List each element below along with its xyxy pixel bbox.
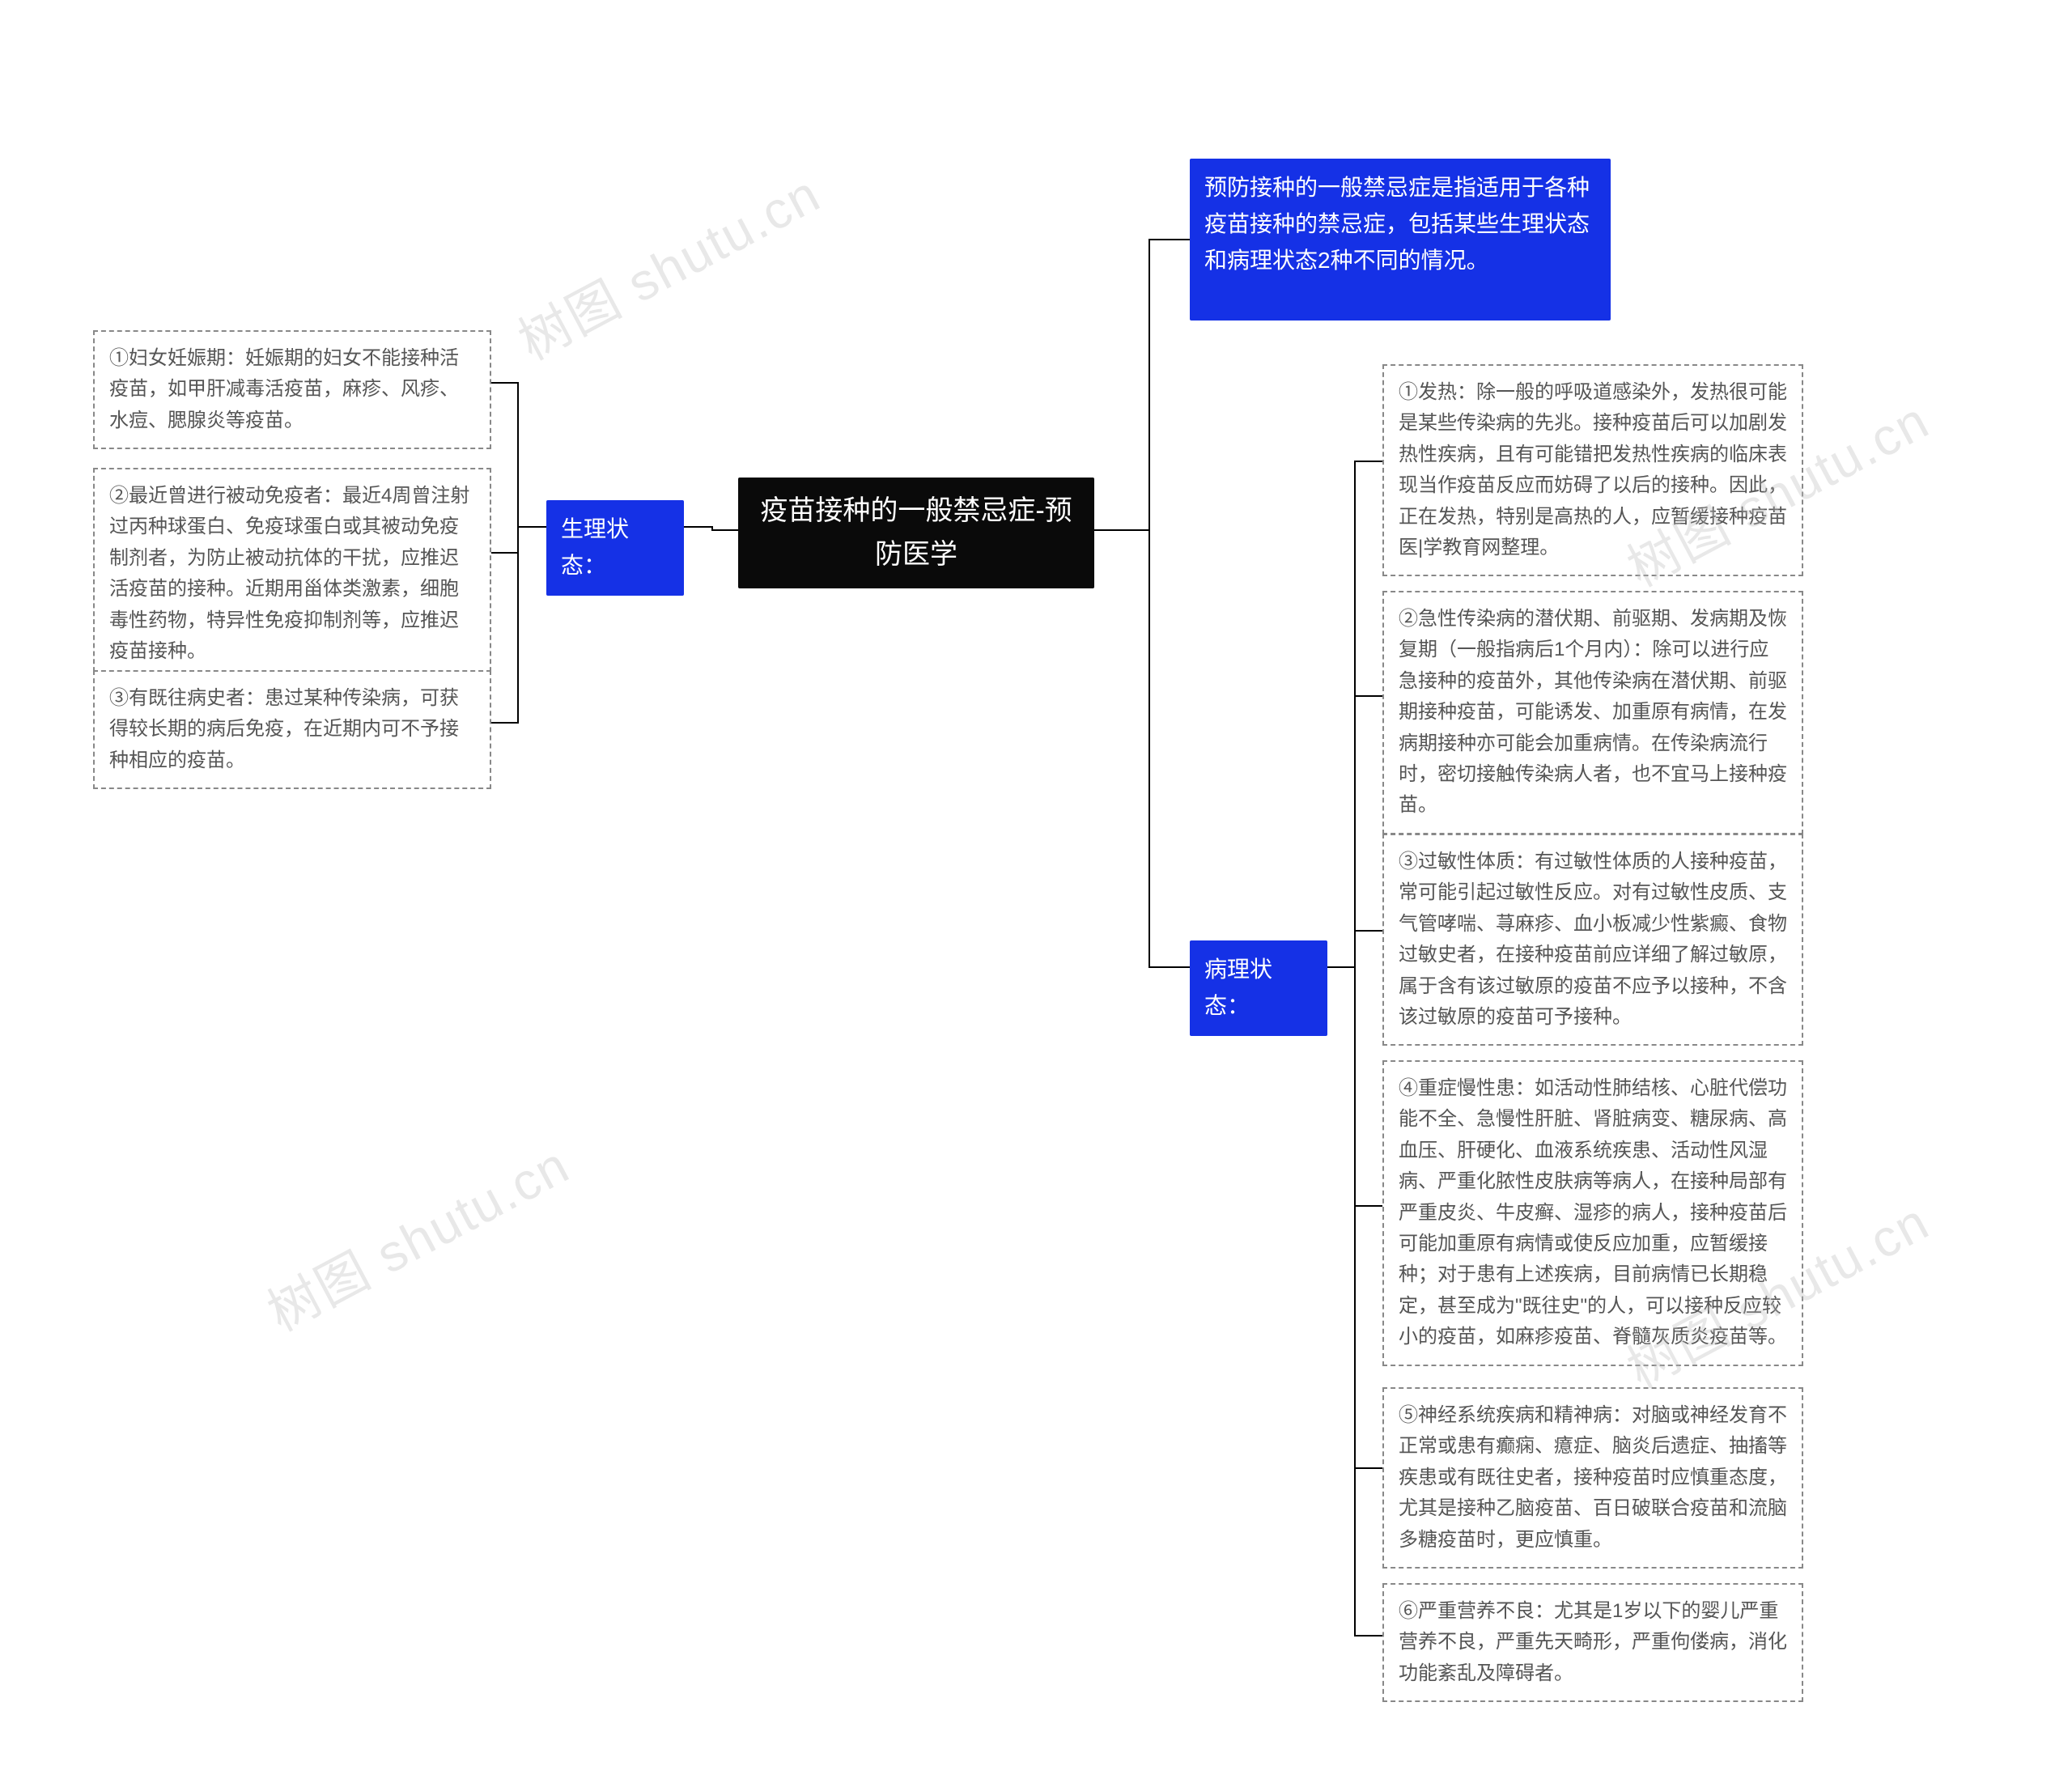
center-node-text: 疫苗接种的一般禁忌症-预防医学 — [753, 489, 1080, 577]
right-leaf-3[interactable]: ③过敏性体质：有过敏性体质的人接种疫苗，常可能引起过敏性反应。对有过敏性皮质、支… — [1382, 834, 1803, 1046]
right-leaf-4-text: ④重症慢性患：如活动性肺结核、心脏代偿功能不全、急慢性肝脏、肾脏病变、糖尿病、高… — [1399, 1077, 1787, 1348]
left-leaf-1[interactable]: ①妇女妊娠期：妊娠期的妇女不能接种活疫苗，如甲肝减毒活疫苗，麻疹、风疹、水痘、腮… — [93, 330, 491, 449]
right-leaf-6-text: ⑥严重营养不良：尤其是1岁以下的婴儿严重营养不良，严重先天畸形，严重佝偻病，消化… — [1399, 1600, 1787, 1684]
connector-4 — [491, 527, 546, 723]
intro-node-text: 预防接种的一般禁忌症是指适用于各种疫苗接种的禁忌症，包括某些生理状态和病理状态2… — [1204, 175, 1590, 273]
right-leaf-3-text: ③过敏性体质：有过敏性体质的人接种疫苗，常可能引起过敏性反应。对有过敏性皮质、支… — [1399, 851, 1787, 1028]
left-leaf-3[interactable]: ③有既往病史者：患过某种传染病，可获得较长期的病后免疫，在近期内可不予接种相应的… — [93, 670, 491, 789]
right-leaf-5-text: ⑤神经系统疾病和精神病：对脑或神经发育不正常或患有癫痫、癔症、脑炎后遗症、抽搐等… — [1399, 1404, 1787, 1551]
connector-12 — [1327, 967, 1382, 1636]
connector-2 — [491, 383, 546, 527]
left-leaf-3-text: ③有既往病史者：患过某种传染病，可获得较长期的病后免疫，在近期内可不予接种相应的… — [109, 687, 459, 771]
left-leaf-2[interactable]: ②最近曾进行被动免疫者：最近4周曾注射过丙种球蛋白、免疫球蛋白或其被动免疫制剂者… — [93, 468, 491, 680]
watermark-3: 树图 shutu.cn — [253, 1124, 580, 1346]
connector-3 — [491, 527, 546, 553]
right-leaf-2[interactable]: ②急性传染病的潜伏期、前驱期、发病期及恢复期（一般指病后1个月内）：除可以进行应… — [1382, 591, 1803, 834]
left-branch-label: 生理状态： — [561, 512, 669, 584]
watermark-1: 树图 shutu.cn — [503, 153, 831, 375]
right-leaf-2-text: ②急性传染病的潜伏期、前驱期、发病期及恢复期（一般指病后1个月内）：除可以进行应… — [1399, 608, 1787, 816]
connector-8 — [1327, 696, 1382, 967]
left-leaf-1-text: ①妇女妊娠期：妊娠期的妇女不能接种活疫苗，如甲肝减毒活疫苗，麻疹、风疹、水痘、腮… — [109, 347, 459, 431]
intro-node[interactable]: 预防接种的一般禁忌症是指适用于各种疫苗接种的禁忌症，包括某些生理状态和病理状态2… — [1190, 159, 1611, 321]
connector-10 — [1327, 967, 1382, 1206]
left-leaf-2-text: ②最近曾进行被动免疫者：最近4周曾注射过丙种球蛋白、免疫球蛋白或其被动免疫制剂者… — [109, 485, 469, 662]
right-leaf-5[interactable]: ⑤神经系统疾病和精神病：对脑或神经发育不正常或患有癫痫、癔症、脑炎后遗症、抽搐等… — [1382, 1387, 1803, 1569]
connector-11 — [1327, 967, 1382, 1468]
center-node[interactable]: 疫苗接种的一般禁忌症-预防医学 — [738, 478, 1094, 588]
connector-6 — [1094, 530, 1190, 967]
right-leaf-4[interactable]: ④重症慢性患：如活动性肺结核、心脏代偿功能不全、急慢性肝脏、肾脏病变、糖尿病、高… — [1382, 1060, 1803, 1366]
connector-9 — [1327, 931, 1382, 967]
right-leaf-1[interactable]: ①发热：除一般的呼吸道感染外，发热很可能是某些传染病的先兆。接种疫苗后可以加剧发… — [1382, 364, 1803, 576]
mindmap-canvas: 疫苗接种的一般禁忌症-预防医学 预防接种的一般禁忌症是指适用于各种疫苗接种的禁忌… — [0, 0, 2072, 1783]
connector-1 — [684, 527, 738, 530]
right-leaf-1-text: ①发热：除一般的呼吸道感染外，发热很可能是某些传染病的先兆。接种疫苗后可以加剧发… — [1399, 381, 1787, 558]
connector-5 — [1094, 240, 1190, 530]
connector-7 — [1327, 461, 1382, 967]
right-branch-label: 病理状态： — [1204, 952, 1313, 1025]
right-leaf-6[interactable]: ⑥严重营养不良：尤其是1岁以下的婴儿严重营养不良，严重先天畸形，严重佝偻病，消化… — [1382, 1583, 1803, 1702]
right-branch-node[interactable]: 病理状态： — [1190, 940, 1327, 1036]
left-branch-node[interactable]: 生理状态： — [546, 500, 684, 596]
